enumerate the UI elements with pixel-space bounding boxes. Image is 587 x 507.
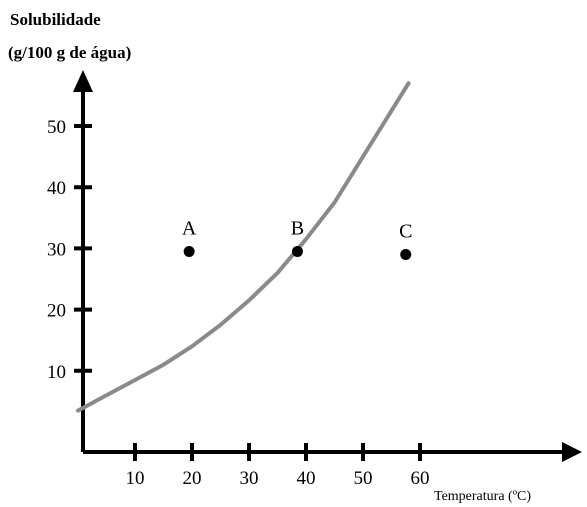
point-a — [183, 245, 195, 257]
point-b — [291, 245, 303, 257]
y-tick-label-30: 30 — [47, 239, 66, 260]
point-c — [400, 249, 412, 261]
solubility-curve — [76, 81, 411, 413]
x-tick-label-40: 40 — [297, 468, 316, 489]
y-tick-label-10: 10 — [47, 362, 66, 383]
y-axis-arrowhead — [73, 70, 93, 92]
data-points: A B C — [182, 217, 412, 261]
point-label-a: A — [182, 217, 197, 239]
y-ticks: 10 20 30 40 50 — [47, 117, 92, 383]
y-axis-title-line-2: (g/100 g de água) — [8, 43, 131, 62]
y-tick-label-50: 50 — [47, 117, 66, 138]
x-tick-label-10: 10 — [126, 468, 145, 489]
x-tick-label-20: 20 — [183, 468, 202, 489]
y-axis-title-line-1: Solubilidade — [10, 10, 101, 29]
point-label-c: C — [399, 221, 412, 243]
x-tick-label-30: 30 — [240, 468, 259, 489]
x-axis-arrowhead — [562, 442, 582, 462]
x-ticks: 10 20 30 40 50 60 — [126, 443, 430, 489]
y-tick-label-40: 40 — [47, 178, 66, 199]
x-axis-title: Temperatura (ºC) — [434, 489, 531, 504]
x-tick-label-50: 50 — [354, 468, 373, 489]
x-tick-label-60: 60 — [411, 468, 430, 489]
y-axis-title: Solubilidade (g/100 g de água) — [8, 10, 131, 62]
y-tick-label-20: 20 — [47, 301, 66, 322]
point-label-b: B — [291, 217, 304, 239]
